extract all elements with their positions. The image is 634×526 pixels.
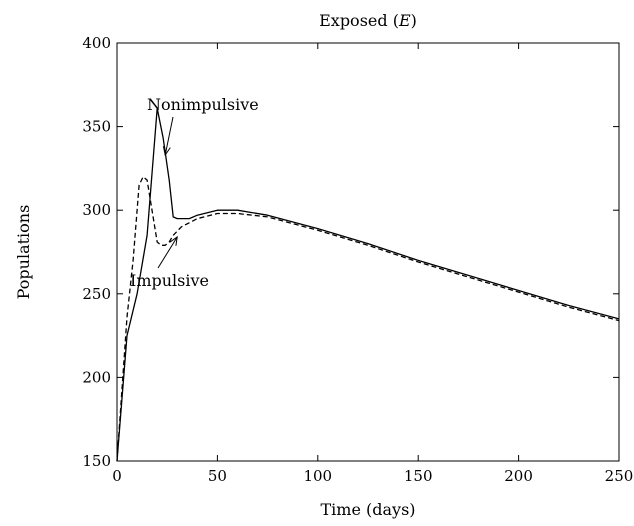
x-tick-label: 150 bbox=[404, 467, 433, 485]
x-axis-label: Time (days) bbox=[320, 500, 415, 519]
annotation-arrow-impulsive bbox=[157, 236, 178, 269]
x-tick-label: 0 bbox=[112, 467, 122, 485]
chart-title: Exposed (E) bbox=[319, 11, 417, 30]
x-tick-label: 50 bbox=[208, 467, 227, 485]
y-tick-label: 350 bbox=[82, 118, 111, 136]
series-line-nonimpulsive bbox=[116, 107, 620, 462]
x-tick-label: 100 bbox=[303, 467, 332, 485]
chart-title-variable: E bbox=[398, 11, 411, 30]
annotation-arrow-nonimpulsive bbox=[164, 116, 174, 156]
x-tick-label: 250 bbox=[605, 467, 634, 485]
annotation-arrowhead-impulsive bbox=[169, 235, 178, 246]
y-tick-label: 250 bbox=[82, 285, 111, 303]
y-axis-label: Populations bbox=[14, 205, 33, 300]
y-tick-label: 300 bbox=[82, 201, 111, 219]
series-line-impulsive bbox=[116, 176, 620, 462]
y-tick-label: 150 bbox=[82, 452, 111, 470]
annotation-arrowhead-nonimpulsive bbox=[162, 146, 171, 157]
annotation-label-impulsive: Impulsive bbox=[130, 271, 209, 290]
x-tick-label: 200 bbox=[504, 467, 533, 485]
plot-area bbox=[116, 42, 620, 462]
y-tick-label: 400 bbox=[82, 34, 111, 52]
annotation-label-nonimpulsive: Nonimpulsive bbox=[147, 95, 259, 114]
y-tick-label: 200 bbox=[82, 368, 111, 386]
